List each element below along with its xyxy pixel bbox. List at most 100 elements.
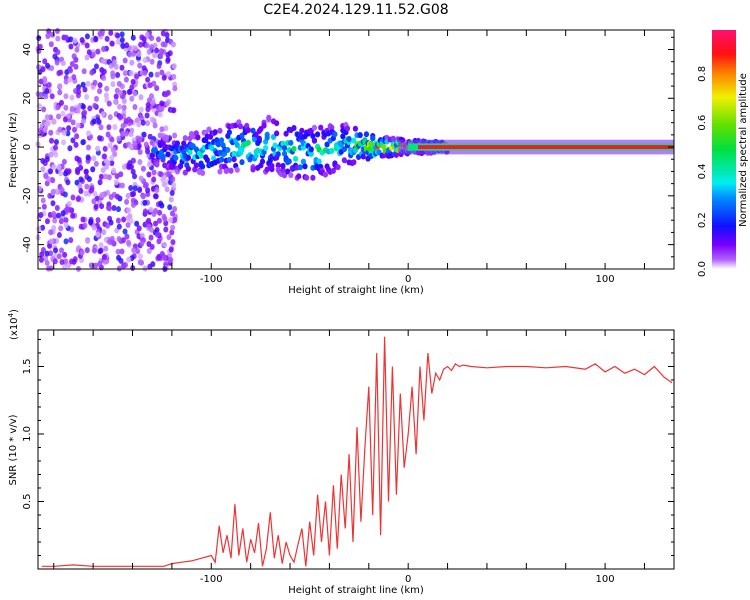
spectrogram-cell — [42, 76, 48, 83]
spectrogram-cell — [132, 103, 138, 110]
spectrogram-cell — [67, 145, 73, 152]
spectrogram-cell — [212, 129, 218, 136]
spectrogram-cell — [151, 176, 157, 183]
spectrogram-cell — [68, 237, 74, 244]
spectrogram-cell — [134, 220, 140, 227]
spectrogram-cell — [150, 99, 156, 106]
spectrogram-cell — [85, 130, 91, 137]
spectrogram-cell — [182, 169, 188, 176]
spectrogram-cell — [138, 175, 144, 182]
spectrogram-cell — [121, 163, 127, 170]
spectrogram-cell — [80, 103, 86, 110]
spectrogram-cell — [116, 223, 122, 230]
spectrogram-cell — [237, 123, 244, 130]
spectrogram-cell — [91, 198, 97, 205]
spectrogram-cell — [65, 130, 71, 137]
spectrogram-cell — [64, 206, 70, 213]
spectrogram-cell — [121, 216, 127, 223]
spectrogram-cell — [38, 256, 44, 263]
spectrogram-cell — [256, 135, 262, 142]
spectrogram-cell — [119, 130, 125, 137]
spectrogram-cell — [47, 242, 53, 249]
spectrogram-cell — [99, 203, 105, 210]
spectrogram-cell — [66, 262, 72, 269]
spectrogram-cell — [147, 82, 153, 89]
spectrogram-cell — [103, 173, 109, 180]
spectrogram-cell — [136, 121, 142, 128]
spectrogram-cell — [62, 116, 68, 123]
spectrogram-cell — [147, 133, 153, 140]
spectrogram-cell — [225, 147, 231, 154]
spectrogram-cell — [390, 135, 396, 142]
spectrogram-cell — [57, 83, 63, 90]
spectrogram-cell — [63, 222, 69, 229]
spectrogram-cell — [162, 216, 168, 223]
spectrogram-cell — [70, 212, 76, 219]
spectrogram-cell — [142, 208, 148, 215]
spectrogram-cell — [316, 158, 322, 165]
spectrogram-cell — [142, 70, 148, 77]
spectrogram-cell — [60, 60, 66, 67]
spectrogram-cell — [332, 131, 338, 138]
spectrogram-cell — [171, 63, 177, 70]
spectrogram-cell — [163, 125, 169, 132]
x-tick-label: -100 — [200, 274, 223, 285]
spectrogram-ylabel: Frequency (Hz) — [8, 112, 19, 188]
spectrogram-cell — [168, 257, 174, 264]
spectrogram-cell — [116, 135, 122, 142]
spectrogram-cell — [128, 131, 134, 138]
spectrogram-cell — [101, 75, 107, 82]
spectrogram-cell — [137, 253, 143, 260]
spectrogram-cell — [148, 206, 154, 213]
spectrogram-band — [418, 145, 674, 150]
spectrogram-cell — [311, 124, 318, 131]
y-tick-label: 1.5 — [22, 359, 33, 375]
x-tick-label: -100 — [200, 574, 223, 585]
spectrogram-cell — [91, 224, 97, 231]
spectrogram-cell — [154, 231, 160, 238]
spectrogram-cell — [63, 93, 69, 100]
spectrogram-cell — [125, 192, 131, 199]
spectrogram-cell — [68, 67, 74, 74]
spectrogram-cell — [270, 134, 277, 141]
spectrogram-cell — [103, 92, 109, 99]
spectrogram-cell — [118, 171, 124, 178]
spectrogram-cell — [91, 247, 97, 254]
spectrogram-cell — [106, 174, 112, 181]
spectrogram-cell — [393, 151, 399, 158]
spectrogram-cell — [105, 131, 111, 138]
spectrogram-cell — [264, 134, 270, 141]
spectrogram-cell — [91, 155, 97, 162]
spectrogram-cell — [76, 88, 82, 95]
spectrogram-cell — [368, 140, 374, 147]
spectrogram-cell — [92, 190, 98, 197]
spectrogram-cell — [308, 146, 314, 153]
spectrogram-cell — [160, 30, 166, 37]
colorbar-label: Normalized spectral amplitude — [738, 73, 749, 227]
spectrogram-cell — [53, 151, 59, 158]
spectrogram-cell — [158, 48, 164, 55]
spectrogram-cell — [251, 136, 258, 143]
spectrogram-cell — [231, 156, 237, 163]
spectrogram-cell — [185, 154, 192, 161]
spectrogram-cell — [101, 253, 107, 260]
spectrogram-cell — [123, 76, 129, 83]
spectrogram-cell — [261, 122, 267, 129]
spectrogram-cell — [69, 94, 75, 101]
spectrogram-cell — [125, 221, 131, 228]
spectrogram-cell — [106, 124, 112, 131]
spectrogram-cell — [245, 139, 251, 146]
spectrogram-cell — [95, 145, 101, 152]
spectrogram-cell — [120, 262, 126, 269]
spectrogram-cell — [223, 167, 229, 174]
spectrogram-cell — [113, 63, 119, 70]
spectrogram-cell — [95, 217, 101, 224]
spectrogram-cell — [48, 168, 54, 175]
spectrogram-cell — [80, 117, 86, 124]
spectrogram-cell — [98, 242, 104, 249]
spectrogram-cell — [56, 113, 62, 120]
spectrogram-cell — [56, 253, 62, 260]
spectrogram-cell — [218, 156, 225, 163]
spectrogram-cell — [48, 250, 54, 257]
colorbar-tick-label: 0.8 — [697, 66, 708, 82]
